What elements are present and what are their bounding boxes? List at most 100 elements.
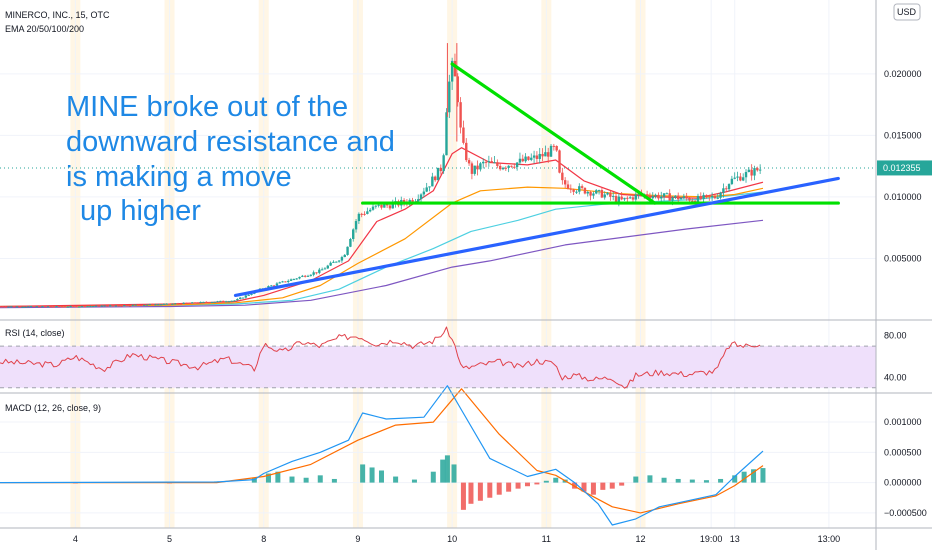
candle-body bbox=[510, 165, 513, 167]
macd-histogram-bar bbox=[275, 471, 281, 483]
candle-body bbox=[547, 152, 550, 157]
candle-body bbox=[442, 155, 445, 172]
macd-histogram-bar bbox=[444, 455, 450, 483]
candle-body bbox=[18, 306, 21, 308]
candle-body bbox=[69, 306, 72, 308]
candle-body bbox=[419, 194, 423, 200]
candle-body bbox=[758, 169, 762, 171]
candle-body bbox=[708, 195, 711, 197]
macd-histogram-bar bbox=[751, 469, 757, 483]
macd-panel[interactable] bbox=[0, 385, 766, 526]
candle-body bbox=[662, 193, 666, 197]
candle-body bbox=[750, 169, 753, 176]
rsi-panel[interactable] bbox=[0, 326, 876, 389]
symbol-title[interactable]: MINERCO, INC., 15, OTC bbox=[5, 10, 110, 20]
trendline-3[interactable] bbox=[233, 176, 840, 297]
macd-legend[interactable]: MACD (12, 26, close, 9) bbox=[5, 403, 101, 413]
candle-body bbox=[44, 306, 47, 308]
candle-body bbox=[549, 145, 553, 157]
candle-body bbox=[657, 194, 660, 199]
candle-body bbox=[219, 300, 222, 302]
macd-histogram-bar bbox=[609, 482, 615, 489]
candle-body bbox=[60, 306, 64, 308]
time-tick-label: 4 bbox=[73, 534, 78, 544]
candle-body bbox=[538, 153, 541, 159]
candle-body bbox=[518, 158, 522, 163]
candle-body bbox=[114, 305, 118, 307]
macd-histogram-bar bbox=[360, 464, 366, 483]
candle-body bbox=[482, 161, 485, 164]
candle-body bbox=[733, 177, 736, 179]
candle-body bbox=[575, 191, 578, 193]
indicator-ema-legend[interactable]: EMA 20/50/100/200 bbox=[5, 24, 84, 34]
candle-body bbox=[436, 167, 440, 181]
candle-body bbox=[238, 297, 242, 300]
annotation-text: MINE broke out of the downward resistanc… bbox=[66, 91, 395, 227]
candle-body bbox=[131, 304, 135, 306]
candle-body bbox=[569, 188, 573, 190]
candle-body bbox=[450, 60, 454, 82]
time-tick-label: 19:00 bbox=[700, 534, 723, 544]
candle-body bbox=[318, 269, 321, 273]
candle-body bbox=[275, 283, 279, 286]
candle-body bbox=[72, 306, 75, 308]
macd-tick-label: 0.001000 bbox=[884, 417, 922, 427]
candle-body bbox=[377, 204, 380, 206]
candle-body bbox=[0, 306, 2, 308]
candle-body bbox=[524, 156, 527, 162]
candle-body bbox=[439, 167, 443, 172]
candle-body bbox=[713, 196, 717, 199]
candle-body bbox=[484, 161, 488, 163]
time-tick-label: 8 bbox=[261, 534, 266, 544]
candle-body bbox=[501, 167, 505, 170]
currency-button[interactable]: USD bbox=[893, 3, 921, 21]
macd-histogram-bar bbox=[718, 478, 724, 483]
candle-body bbox=[332, 261, 335, 263]
time-axis[interactable]: 4 5 8 9 10 11 12 19:00 13 13:00 bbox=[73, 534, 840, 544]
candle-body bbox=[75, 306, 78, 308]
rsi-axis[interactable]: 40.00 80.00 bbox=[884, 331, 907, 383]
candle-body bbox=[685, 196, 688, 199]
candle-body bbox=[744, 172, 748, 178]
candle-body bbox=[614, 195, 618, 202]
price-tick-label: 0.005000 bbox=[884, 253, 922, 263]
candle-body bbox=[595, 190, 598, 194]
candle-body bbox=[250, 293, 253, 295]
candle-body bbox=[583, 187, 587, 194]
macd-histogram-bar bbox=[265, 473, 271, 483]
macd-axis[interactable]: −0.000500 0.000000 0.000500 0.001000 bbox=[884, 417, 927, 518]
candle-body bbox=[320, 269, 324, 271]
macd-histogram-bar bbox=[524, 482, 530, 487]
candle-body bbox=[487, 161, 491, 163]
price-panel[interactable] bbox=[0, 43, 876, 309]
candle-body bbox=[349, 238, 352, 247]
annotation-line-3: is making a move bbox=[66, 161, 292, 193]
candle-body bbox=[100, 305, 103, 307]
candle-body bbox=[660, 196, 663, 199]
candle-body bbox=[617, 196, 621, 202]
macd-histogram-bar bbox=[460, 482, 466, 510]
candle-body bbox=[736, 176, 739, 178]
rsi-legend[interactable]: RSI (14, close) bbox=[5, 328, 65, 338]
time-tick-label: 13:00 bbox=[818, 534, 841, 544]
macd-histogram-bar bbox=[661, 477, 667, 483]
candle-body bbox=[459, 102, 462, 128]
candle-body bbox=[1, 306, 5, 308]
candle-body bbox=[303, 275, 307, 277]
price-tick-label: 0.015000 bbox=[884, 130, 922, 140]
macd-tick-label: 0.000500 bbox=[884, 447, 922, 457]
candle-body bbox=[35, 306, 38, 308]
candle-body bbox=[289, 279, 293, 281]
price-axis[interactable]: 0.005000 0.010000 0.015000 0.020000 bbox=[884, 69, 922, 264]
candle-body bbox=[566, 184, 570, 189]
candle-body bbox=[301, 275, 304, 277]
currency-label: USD bbox=[897, 7, 917, 17]
rsi-line bbox=[0, 326, 761, 389]
macd-histogram-bar bbox=[590, 482, 596, 495]
macd-histogram-bar bbox=[506, 482, 512, 492]
candle-body bbox=[368, 209, 372, 212]
macd-histogram-bar bbox=[496, 482, 502, 495]
candle-body bbox=[244, 295, 248, 298]
trendline-1[interactable] bbox=[450, 62, 657, 205]
